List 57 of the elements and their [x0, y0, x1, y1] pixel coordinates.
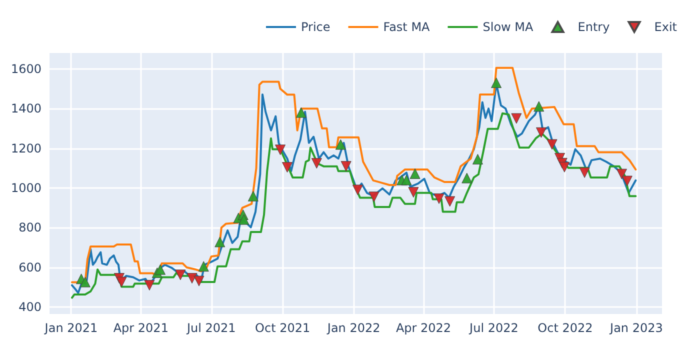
point: [408, 187, 419, 198]
x-tick-label: Apr 2022: [396, 321, 452, 335]
point: [410, 168, 420, 179]
point: [616, 168, 627, 180]
x-tick-label: Jan 2022: [326, 321, 380, 335]
point: [155, 264, 166, 275]
point: [352, 184, 363, 196]
x-tick-label: Jul 2022: [468, 321, 518, 335]
x-tick-label: Jan 2021: [44, 321, 98, 335]
y-tick-label: 1600: [10, 62, 42, 76]
point: [186, 273, 198, 284]
point: [238, 214, 250, 225]
point: [401, 174, 412, 186]
point: [536, 127, 546, 138]
point: [275, 144, 286, 156]
legend-label: Entry: [578, 20, 610, 34]
point: [116, 276, 127, 288]
legend-label: Exit: [654, 20, 678, 34]
point: [214, 236, 226, 248]
legend-label: Slow MA: [482, 20, 534, 34]
y-tick-label: 1200: [10, 141, 42, 156]
point: [368, 192, 380, 202]
legend-label: Fast MA: [383, 20, 431, 34]
legend-label: Price: [300, 20, 330, 34]
point: [444, 196, 456, 207]
x-tick-label: Oct 2021: [255, 321, 310, 335]
point: [194, 276, 204, 286]
point: [559, 162, 570, 172]
point: [80, 276, 90, 288]
point: [534, 101, 544, 112]
point: [248, 190, 258, 202]
point: [462, 172, 472, 184]
point: [144, 280, 155, 290]
point: [311, 158, 322, 169]
point: [198, 261, 209, 272]
point: [296, 107, 306, 118]
point: [175, 270, 186, 280]
y-tick-label: 1400: [10, 102, 42, 116]
x-tick-label: Oct 2022: [538, 321, 593, 335]
point: [335, 139, 346, 150]
x-tick-label: Apr 2021: [113, 321, 168, 335]
point: [491, 78, 502, 88]
point: [546, 139, 558, 150]
x-tick-label: Jan 2023: [609, 321, 663, 335]
point: [340, 161, 352, 172]
point: [434, 193, 444, 204]
point: [622, 176, 632, 186]
point: [282, 162, 292, 173]
y-tick-label: 400: [18, 300, 42, 314]
point: [472, 154, 483, 164]
y-tick-label: 600: [18, 260, 42, 274]
point: [511, 113, 522, 124]
point: [579, 167, 590, 178]
y-tick-label: 1000: [10, 180, 42, 195]
y-tick-label: 800: [18, 220, 42, 235]
line-series: [70, 112, 637, 299]
x-tick-label: Jul 2021: [186, 321, 236, 335]
